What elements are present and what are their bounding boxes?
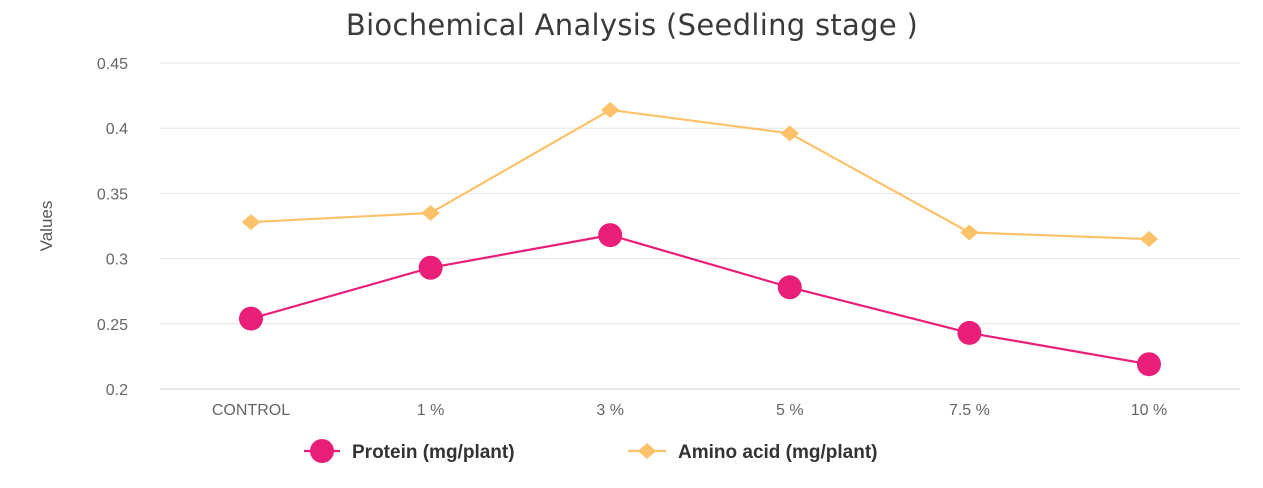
series-protein	[239, 223, 1161, 377]
y-tick-label: 0.25	[97, 317, 128, 334]
grid-lines	[160, 62, 1240, 390]
x-tick-label: 7.5 %	[949, 402, 990, 419]
data-point	[1137, 352, 1161, 377]
data-point	[239, 306, 263, 331]
x-tick-label: 1 %	[417, 402, 445, 419]
chart-title: Biochemical Analysis (Seedling stage )	[346, 8, 918, 42]
y-tick-label: 0.45	[97, 56, 128, 73]
series-line	[250, 234, 1150, 366]
y-tick-label: 0.35	[97, 186, 128, 203]
series-layer	[239, 101, 1161, 377]
x-tick-label: 10 %	[1131, 402, 1167, 419]
legend: Protein (mg/plant) Amino acid (mg/plant)	[304, 439, 878, 463]
data-point	[598, 223, 623, 248]
legend-label: Protein (mg/plant)	[352, 442, 515, 463]
legend-item: Protein (mg/plant)	[304, 439, 515, 463]
legend-marker	[637, 443, 657, 459]
data-point	[241, 214, 261, 231]
data-point	[1139, 231, 1159, 248]
x-axis-ticks: CONTROL 1 % 3 % 5 % 7.5 % 10 %	[212, 402, 1167, 419]
data-point	[957, 320, 982, 345]
data-point	[777, 275, 802, 300]
x-tick-label: CONTROL	[212, 402, 290, 419]
data-point	[421, 204, 440, 221]
y-tick-label: 0.2	[106, 382, 128, 399]
y-axis-label: Values	[37, 201, 56, 252]
y-tick-label: 0.3	[106, 252, 128, 269]
legend-label: Amino acid (mg/plant)	[678, 442, 878, 463]
legend-item: Amino acid (mg/plant)	[628, 442, 878, 463]
data-point	[601, 101, 620, 118]
x-tick-label: 3 %	[596, 402, 624, 419]
series-amino-acid	[241, 101, 1159, 248]
y-tick-label: 0.4	[106, 121, 128, 138]
x-tick-label: 5 %	[776, 402, 804, 419]
data-point	[960, 224, 979, 241]
data-point	[418, 255, 443, 280]
legend-marker	[310, 439, 334, 463]
series-line	[250, 108, 1150, 241]
data-point	[780, 125, 799, 142]
y-axis-ticks: 0.2 0.25 0.3 0.35 0.4 0.45	[97, 56, 128, 399]
